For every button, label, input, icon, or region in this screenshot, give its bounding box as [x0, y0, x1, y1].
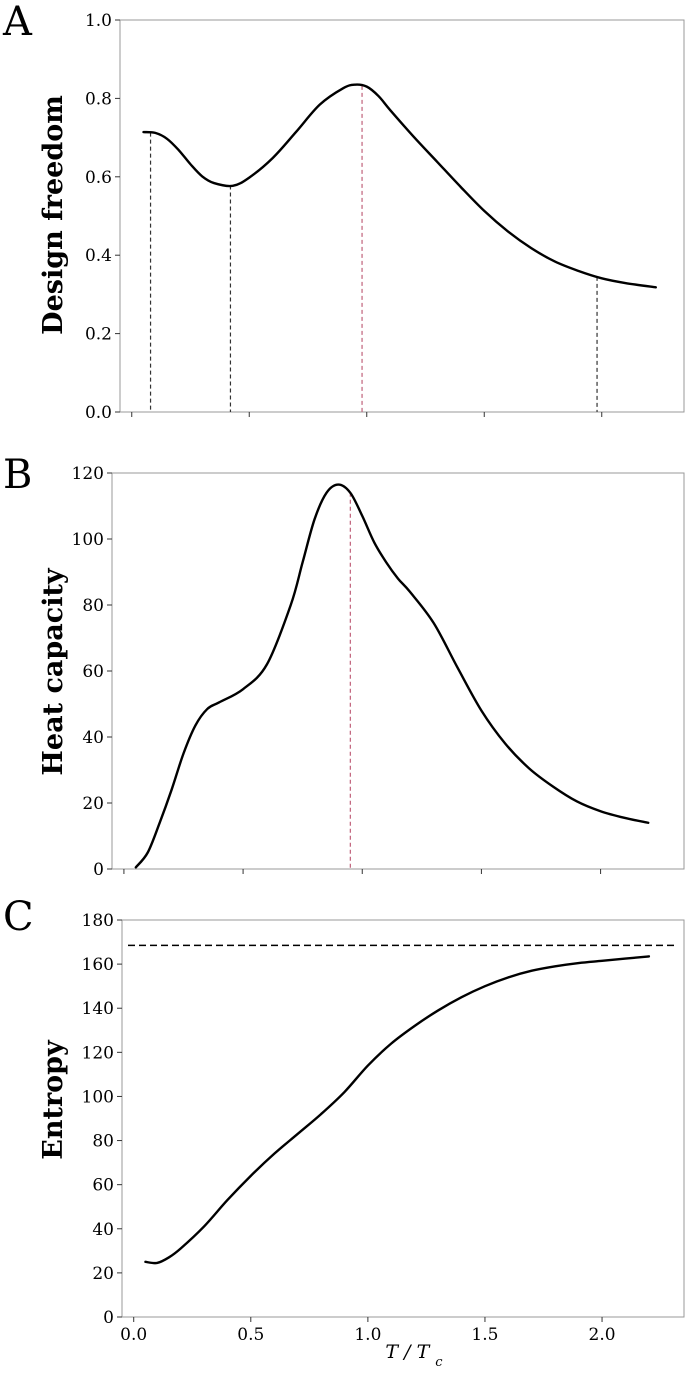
- panel-letter-a: A: [2, 0, 33, 45]
- y-tick-label-a: 0.2: [85, 325, 112, 345]
- axis-ticks-c: 0 20 40 60 80 100 120 140 160 180 0.0 0.5 1.0 1.5 2.0: [82, 911, 616, 1345]
- axis-ticks-b: 0 20 40 60 80 100 120: [72, 464, 602, 880]
- plot-frame-a: [119, 19, 685, 413]
- y-tick-label-a: 0.8: [85, 89, 112, 109]
- entropy-curve: [144, 955, 651, 1265]
- axis-ticks-a: 0.0 0.2 0.4 0.6 0.8 1.0: [85, 11, 603, 423]
- y-axis-label-a: Design freedom: [38, 95, 69, 335]
- y-tick-label-c: 120: [82, 1043, 114, 1063]
- y-axis-label-c: Entropy: [38, 1039, 69, 1160]
- y-tick-label-b: 60: [82, 662, 104, 682]
- y-tick-label-a: 0.0: [85, 403, 112, 423]
- y-tick-label-c: 40: [92, 1220, 114, 1240]
- x-tick-label: 0.5: [237, 1325, 264, 1345]
- x-axis-label-subscript: c: [435, 1355, 443, 1370]
- y-tick-label-c: 20: [92, 1264, 114, 1284]
- reference-lines-a: [149, 85, 598, 412]
- design-freedom-curve: [142, 83, 657, 289]
- x-tick-label: 1.5: [471, 1325, 498, 1345]
- y-tick-label-b: 20: [82, 794, 104, 814]
- panel-a: A Design freedom 0.0 0.2 0.4 0.6 0.8 1.0: [2, 0, 685, 423]
- x-axis-label: T / T c: [385, 1341, 443, 1370]
- y-tick-label-b: 120: [72, 464, 104, 484]
- y-tick-label-c: 140: [82, 999, 114, 1019]
- x-tick-label: 0.0: [120, 1325, 147, 1345]
- y-tick-label-c: 60: [92, 1176, 114, 1196]
- y-tick-label-c: 80: [92, 1132, 114, 1152]
- x-tick-label: 1.0: [354, 1325, 381, 1345]
- y-tick-label-a: 1.0: [85, 11, 112, 31]
- panel-c: C Entropy 0 20 40 60 80 100 120 140 160 180 0.0 0.5…: [3, 894, 685, 1370]
- y-tick-label-a: 0.6: [85, 168, 112, 188]
- y-tick-label-b: 80: [82, 596, 104, 616]
- panel-letter-c: C: [3, 894, 34, 940]
- x-axis-label-text: T / T: [385, 1341, 430, 1363]
- y-tick-label-c: 0: [103, 1308, 114, 1328]
- plot-frame-c: [121, 919, 685, 1318]
- y-tick-label-b: 0: [93, 860, 104, 880]
- y-tick-label-b: 40: [82, 728, 104, 748]
- y-tick-label-c: 180: [82, 911, 114, 931]
- x-tick-label: 2.0: [589, 1325, 616, 1345]
- panel-letter-b: B: [3, 452, 32, 498]
- panel-b: B Heat capacity 0 20 40 60 80 100 120: [3, 452, 685, 880]
- y-tick-label-b: 100: [72, 530, 104, 550]
- y-axis-label-b: Heat capacity: [38, 567, 69, 776]
- y-tick-label-c: 160: [82, 955, 114, 975]
- y-tick-label-c: 100: [82, 1087, 114, 1107]
- heat-capacity-curve: [134, 483, 650, 869]
- y-tick-label-a: 0.4: [85, 246, 112, 266]
